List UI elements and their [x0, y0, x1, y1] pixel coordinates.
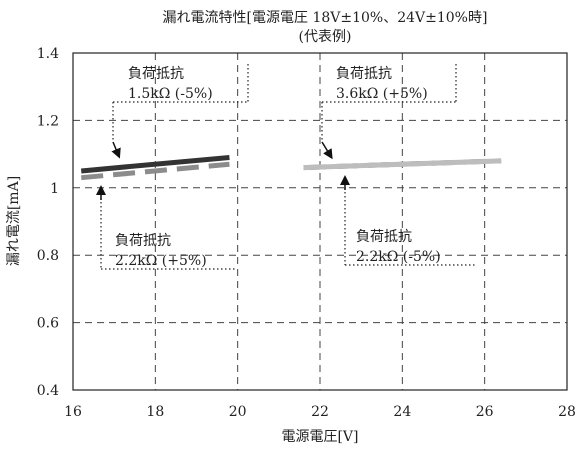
y-tick-label: 0.8 [37, 248, 59, 264]
series-line-1 [81, 154, 230, 174]
x-tick-label: 22 [311, 404, 329, 420]
annotation-title: 負荷抵抗 [128, 66, 184, 82]
annotation-1: 負荷抵抗 1.5kΩ (-5%) [111, 64, 249, 159]
x-tick-label: 26 [476, 404, 494, 420]
x-tick-label: 24 [393, 404, 411, 420]
x-tick-label: 16 [64, 404, 82, 420]
chart-title: 漏れ電流特性[電源電圧 18V±10%、24V±10%時] [163, 10, 488, 26]
y-tick-label: 0.6 [37, 316, 59, 332]
annotation-2: 負荷抵抗 2.2kΩ (+5%) [96, 185, 235, 270]
plot-frame [72, 52, 568, 391]
annotation-4: 負荷抵抗 2.2kΩ (-5%) [340, 175, 476, 266]
x-axis-label: 電源電圧[V] [281, 429, 358, 445]
annotation-value: 1.5kΩ (-5%) [128, 86, 213, 102]
x-tick-label: 20 [229, 404, 247, 420]
annotation-arrow [321, 141, 333, 160]
annotation-value: 2.2kΩ (+5%) [115, 253, 207, 269]
grid [73, 53, 567, 390]
y-tick-label: 1 [50, 181, 59, 197]
y-tick-label: 0.4 [37, 383, 59, 399]
annotation-value: 2.2kΩ (-5%) [356, 249, 441, 265]
annotations: 負荷抵抗 1.5kΩ (-5%) 負荷抵抗 2.2kΩ (+5%) 負荷抵抗 3.6kΩ … [96, 64, 476, 270]
x-tick-label: 28 [558, 404, 576, 420]
annotation-arrow [111, 141, 121, 159]
y-tick-label: 1.4 [37, 46, 59, 62]
axis-ticks: 16 18 20 22 24 26 28 0.4 0.6 0.8 1 1.2 1.4 [37, 46, 576, 420]
annotation-3: 負荷抵抗 3.6kΩ (+5%) [321, 64, 457, 160]
y-tick-label: 1.2 [37, 113, 59, 129]
y-axis-label: 漏れ電流[mA] [6, 176, 22, 266]
annotation-title: 負荷抵抗 [336, 66, 392, 82]
series-line-4 [303, 158, 502, 171]
chart-subtitle: (代表例) [299, 29, 352, 45]
annotation-title: 負荷抵抗 [115, 233, 171, 249]
annotation-value: 3.6kΩ (+5%) [336, 86, 428, 102]
x-tick-label: 18 [146, 404, 164, 420]
series-lines [81, 154, 502, 181]
series-line-2 [81, 161, 230, 181]
annotation-title: 負荷抵抗 [356, 229, 412, 245]
